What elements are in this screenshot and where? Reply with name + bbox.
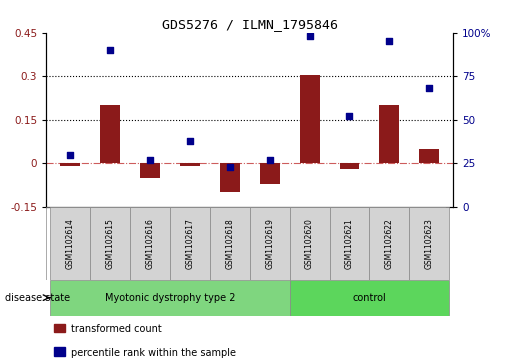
FancyBboxPatch shape [50, 280, 289, 316]
Text: GSM1102621: GSM1102621 [345, 218, 354, 269]
FancyBboxPatch shape [289, 207, 330, 280]
Bar [300, 75, 320, 163]
Text: GSM1102619: GSM1102619 [265, 218, 274, 269]
Point [425, 86, 434, 91]
Text: GSM1102614: GSM1102614 [66, 218, 75, 269]
Text: transformed count: transformed count [71, 324, 162, 334]
FancyBboxPatch shape [369, 207, 409, 280]
Point [226, 164, 234, 170]
Text: GSM1102623: GSM1102623 [425, 218, 434, 269]
FancyBboxPatch shape [170, 207, 210, 280]
Text: GSM1102622: GSM1102622 [385, 218, 394, 269]
Point [106, 47, 114, 53]
FancyBboxPatch shape [330, 207, 369, 280]
Point [346, 113, 354, 119]
FancyBboxPatch shape [289, 280, 449, 316]
Bar [140, 163, 160, 178]
Title: GDS5276 / ILMN_1795846: GDS5276 / ILMN_1795846 [162, 19, 338, 32]
Bar [339, 163, 359, 169]
Bar [55, 347, 65, 356]
Bar [220, 163, 240, 192]
Bar [55, 324, 65, 333]
Text: GSM1102618: GSM1102618 [226, 218, 234, 269]
Text: GSM1102617: GSM1102617 [185, 218, 195, 269]
Text: GSM1102620: GSM1102620 [305, 218, 314, 269]
Text: disease state: disease state [5, 293, 70, 303]
Bar [60, 163, 80, 166]
Point [266, 157, 274, 163]
Point [186, 138, 194, 144]
FancyBboxPatch shape [210, 207, 250, 280]
Bar [419, 149, 439, 163]
Text: control: control [353, 293, 386, 303]
FancyBboxPatch shape [250, 207, 289, 280]
Point [66, 152, 74, 158]
Text: GSM1102615: GSM1102615 [106, 218, 115, 269]
FancyBboxPatch shape [50, 207, 90, 280]
Text: percentile rank within the sample: percentile rank within the sample [71, 348, 236, 358]
Point [146, 157, 154, 163]
FancyBboxPatch shape [90, 207, 130, 280]
Bar [260, 163, 280, 184]
Text: GSM1102616: GSM1102616 [146, 218, 154, 269]
Text: Myotonic dystrophy type 2: Myotonic dystrophy type 2 [105, 293, 235, 303]
FancyBboxPatch shape [409, 207, 449, 280]
Bar [100, 105, 120, 163]
Point [385, 38, 393, 44]
Bar [180, 163, 200, 166]
Point [305, 33, 314, 39]
FancyBboxPatch shape [130, 207, 170, 280]
Bar [380, 105, 399, 163]
